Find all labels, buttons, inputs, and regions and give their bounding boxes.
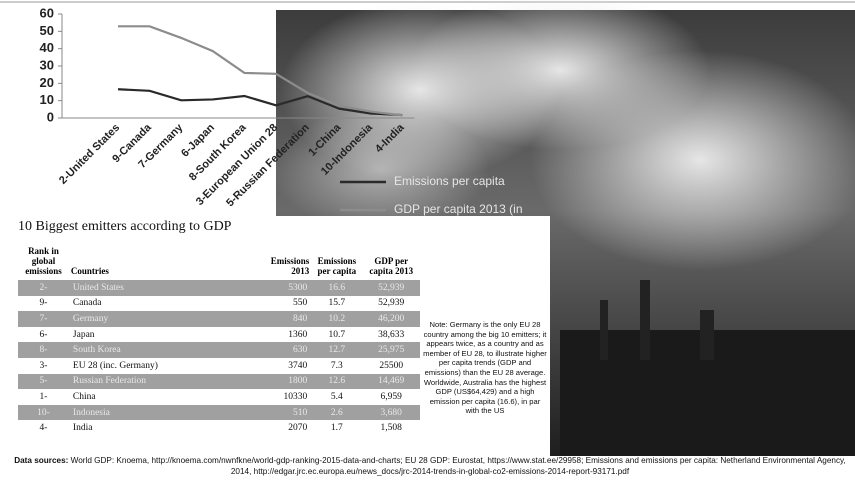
table-cell: 840 bbox=[249, 311, 312, 327]
y-tick-label: 50 bbox=[40, 23, 54, 38]
table-row: 3- EU 28 (inc. Germany) 3740 7.3 25500 bbox=[18, 358, 420, 374]
table-body: 2- United States 5300 16.6 52,939 9- Canada 550… bbox=[18, 280, 420, 436]
table-cell: South Korea bbox=[68, 342, 250, 358]
y-tick-label: 10 bbox=[40, 92, 54, 107]
table-cell: 7- bbox=[18, 311, 69, 327]
table-cell: 5300 bbox=[249, 280, 312, 296]
table-row: 9- Canada 550 15.7 52,939 bbox=[18, 296, 420, 312]
table-cell: 25500 bbox=[379, 360, 404, 371]
table-cell: 12.6 bbox=[311, 373, 363, 390]
table-cell: 1800 bbox=[249, 373, 312, 390]
table-cell: 8- bbox=[18, 342, 69, 358]
table-cell: 2070 bbox=[288, 423, 308, 434]
table-cell: 1,508 bbox=[380, 423, 402, 434]
table-cell: 6,959 bbox=[380, 391, 402, 402]
column-header: GDP per capita 2013 bbox=[369, 256, 414, 276]
table-cell: India bbox=[72, 423, 93, 434]
table-cell: 5.4 bbox=[330, 391, 343, 402]
sources: Data sources: World GDP: Knoema, http://… bbox=[10, 456, 850, 477]
table-cell: 630 bbox=[249, 342, 312, 358]
table-row: 8- South Korea 630 12.7 25,975 bbox=[18, 342, 420, 358]
table-cell: 12.7 bbox=[311, 342, 363, 358]
table-cell: 2- bbox=[18, 280, 69, 296]
table-cell: 25,975 bbox=[362, 342, 420, 358]
table-cell: China bbox=[72, 391, 96, 402]
y-tick-label: 0 bbox=[47, 109, 54, 124]
table-cell: 10- bbox=[18, 404, 69, 421]
table-cell: 550 bbox=[293, 298, 308, 309]
column-header: Emissions per capita bbox=[317, 256, 357, 276]
table-cell: 46,200 bbox=[362, 311, 420, 327]
table-cell: Russian Federation bbox=[68, 373, 250, 390]
column-header: Countries bbox=[70, 266, 109, 276]
table-cell: Japan bbox=[72, 329, 95, 340]
table-row: 5- Russian Federation 1800 12.6 14,469 bbox=[18, 373, 420, 390]
table-row: 6- Japan 1360 10.7 38,633 bbox=[18, 327, 420, 343]
table-cell: Canada bbox=[72, 298, 102, 309]
sources-label: Data sources: bbox=[14, 456, 69, 465]
table-cell: 3,680 bbox=[362, 404, 420, 421]
table-cell: 4- bbox=[39, 423, 48, 434]
table-cell: 16.6 bbox=[311, 280, 363, 296]
table-cell: United States bbox=[68, 280, 250, 296]
header-row: Rank in global emissions Countries Emissio… bbox=[18, 246, 420, 280]
table-cell: 52,939 bbox=[378, 298, 405, 309]
y-tick-label: 40 bbox=[40, 40, 54, 55]
legend-label: GDP per capita 2013 (in bbox=[394, 202, 523, 216]
table-cell: 10330 bbox=[283, 391, 308, 402]
table-cell: 1- bbox=[39, 391, 48, 402]
y-tick-label: 30 bbox=[40, 57, 54, 72]
table-cell: 3- bbox=[39, 360, 48, 371]
table-cell: 1360 bbox=[288, 329, 308, 340]
table-cell: Germany bbox=[68, 311, 250, 327]
column-header: Rank in global emissions bbox=[25, 246, 62, 276]
table-cell: Indonesia bbox=[68, 404, 250, 421]
table-cell: 7.3 bbox=[330, 360, 343, 371]
table-cell: 10.2 bbox=[311, 311, 363, 327]
table-cell: 9- bbox=[39, 298, 48, 309]
table-cell: 510 bbox=[249, 404, 312, 421]
table-row: 1- China 10330 5.4 6,959 bbox=[18, 389, 420, 405]
y-tick-label: 60 bbox=[40, 5, 54, 20]
legend-label: Emissions per capita bbox=[394, 174, 505, 188]
table-cell: 6- bbox=[39, 329, 48, 340]
emitters-table: Rank in global emissions Countries Emissio… bbox=[18, 246, 420, 436]
table-row: 10- Indonesia 510 2.6 3,680 bbox=[18, 404, 420, 421]
sources-text: World GDP: Knoema, http://knoema.com/nwn… bbox=[68, 456, 846, 476]
table-cell: 15.7 bbox=[328, 298, 346, 309]
y-tick-label: 20 bbox=[40, 75, 54, 90]
table-cell: 52,939 bbox=[362, 280, 420, 296]
table-cell: 5- bbox=[18, 373, 69, 390]
table-row: 7- Germany 840 10.2 46,200 bbox=[18, 311, 420, 327]
table-row: 2- United States 5300 16.6 52,939 bbox=[18, 280, 420, 296]
series-line bbox=[118, 25, 403, 117]
table-title: 10 Biggest emitters according to GDP bbox=[18, 219, 232, 234]
table-cell: 2.6 bbox=[311, 404, 363, 421]
table-cell: 14,469 bbox=[362, 373, 420, 390]
table-cell: EU 28 (inc. Germany) bbox=[72, 360, 158, 371]
table-cell: 3740 bbox=[288, 360, 308, 371]
column-header: Emissions 2013 bbox=[270, 256, 310, 276]
note: Note: Germany is the only EU 28 country … bbox=[423, 320, 547, 416]
table-cell: 38,633 bbox=[378, 329, 405, 340]
series-line bbox=[117, 88, 403, 117]
table-row: 4- India 2070 1.7 1,508 bbox=[18, 420, 420, 436]
table-cell: 1.7 bbox=[330, 423, 343, 434]
background-photo bbox=[270, 0, 855, 456]
table-cell: 10.7 bbox=[328, 329, 346, 340]
